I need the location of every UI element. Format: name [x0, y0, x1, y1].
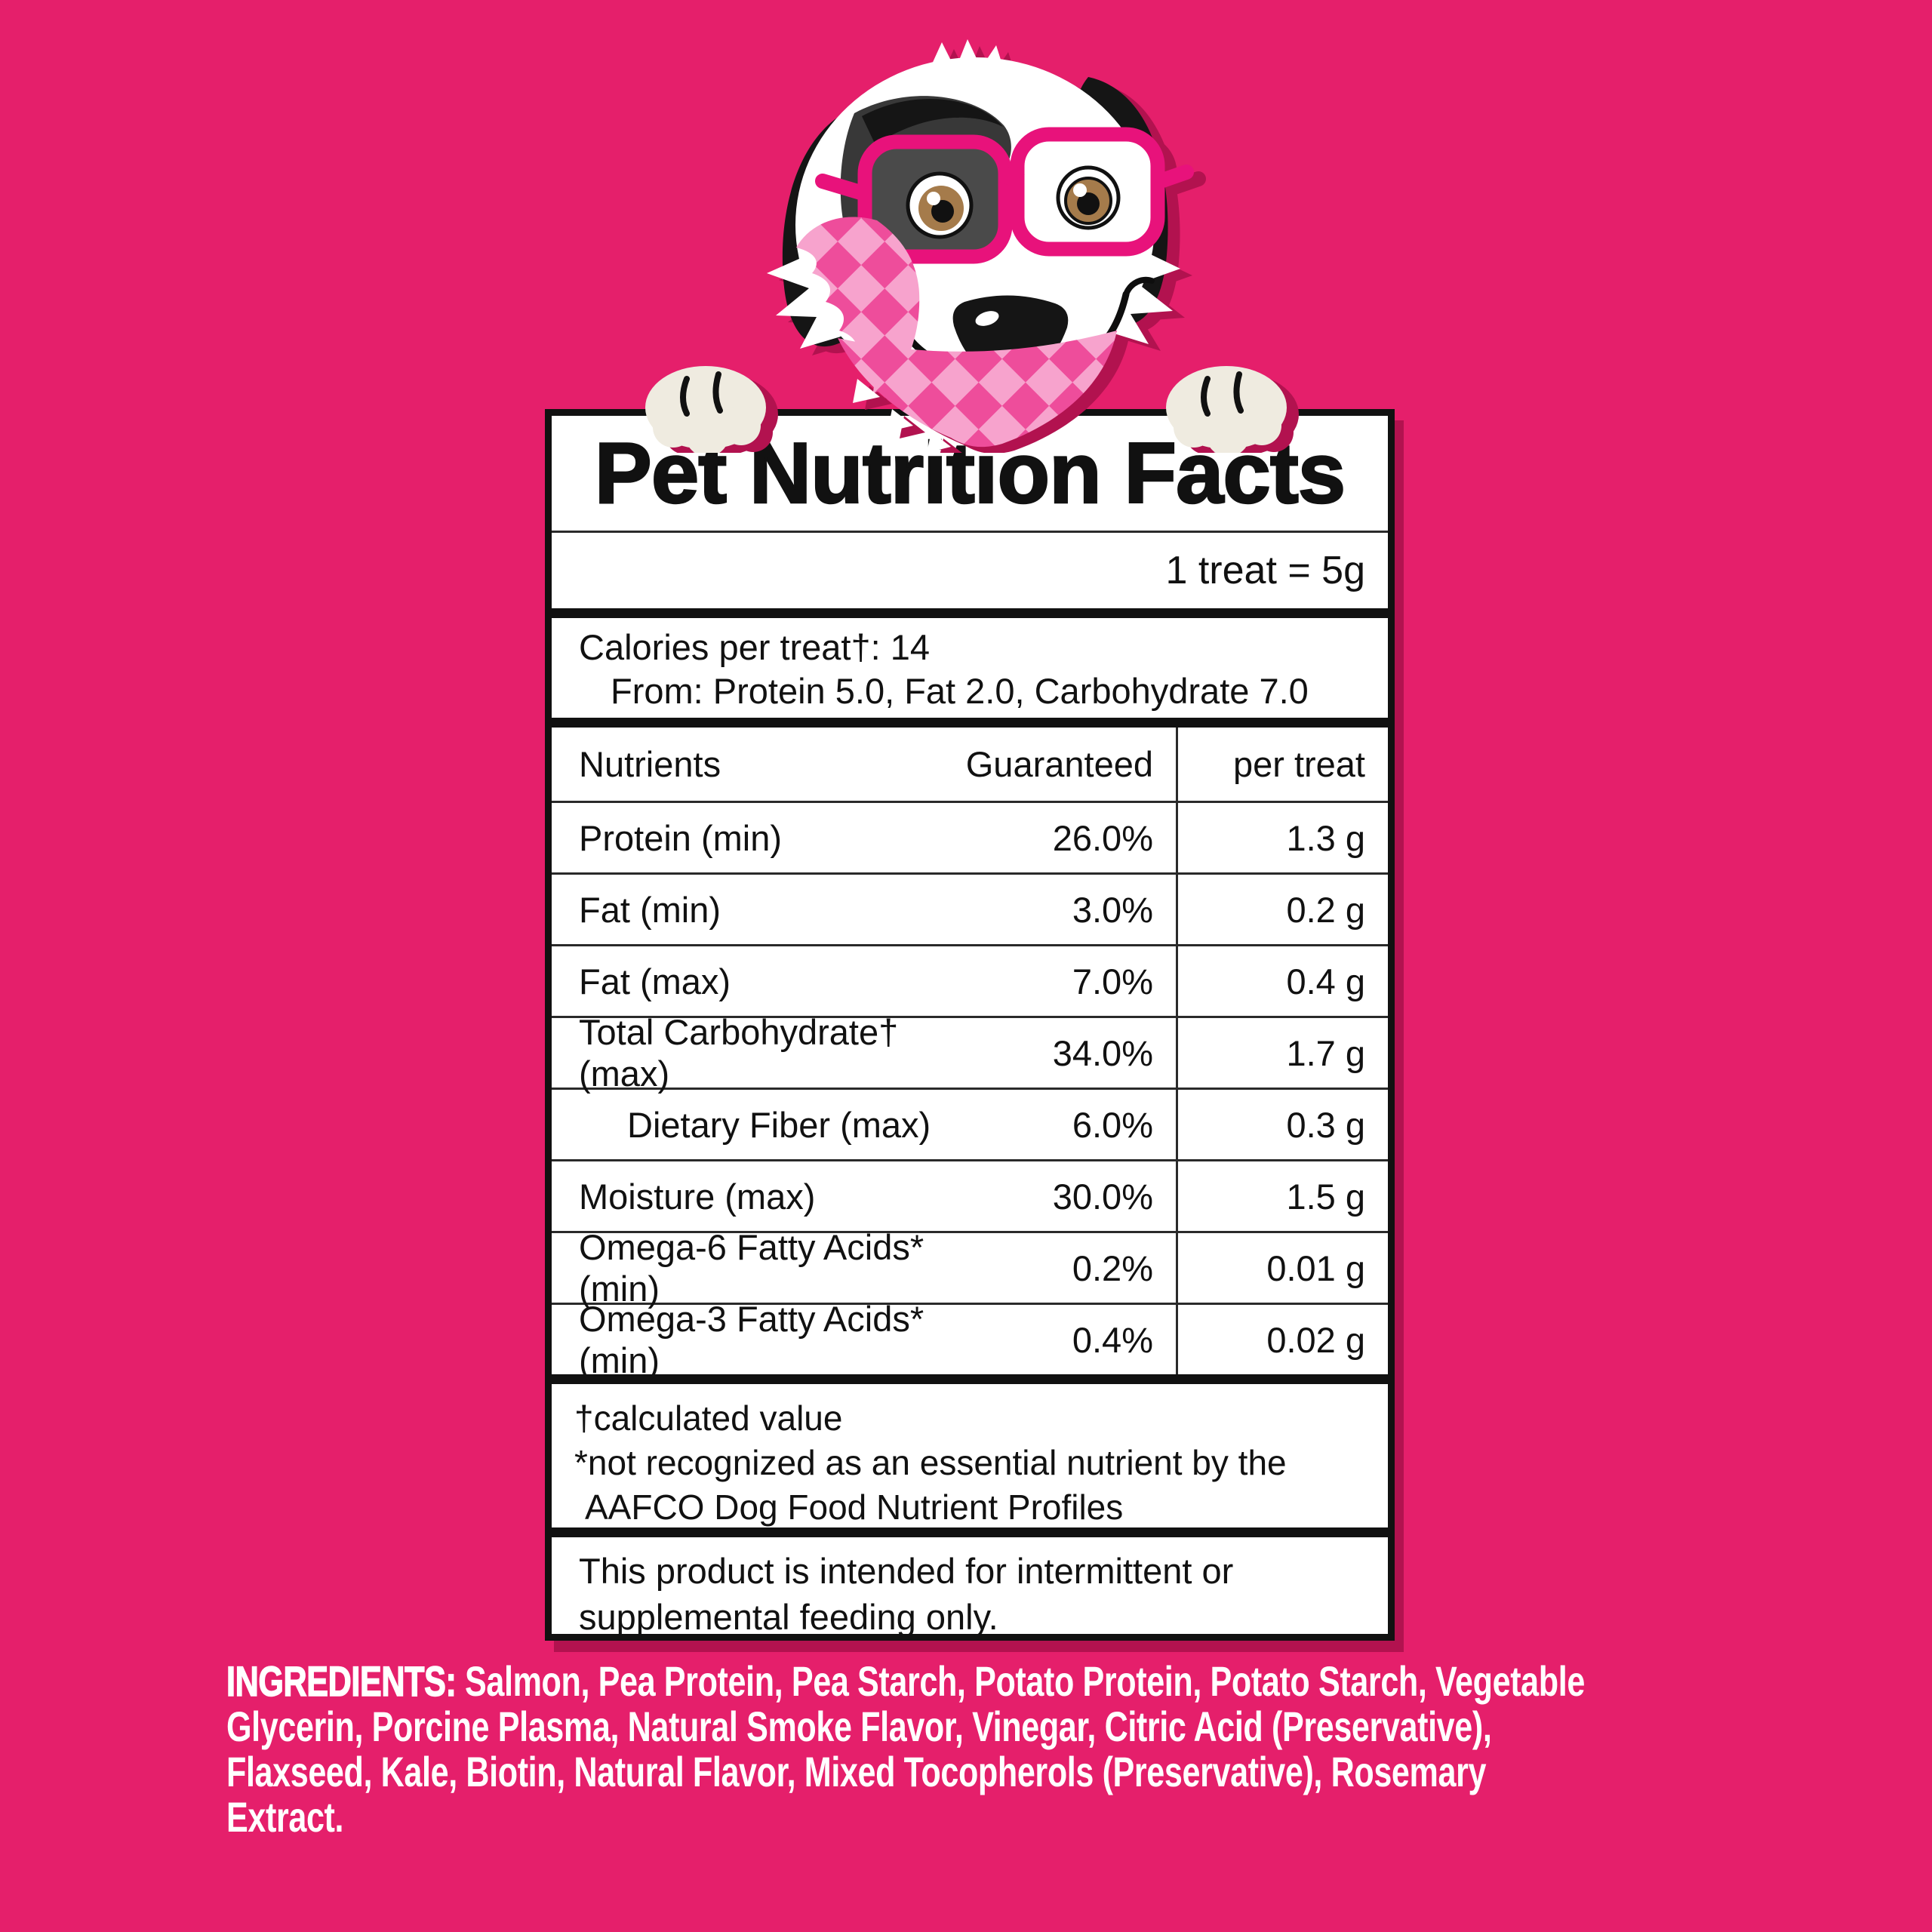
table-header-row: Nutrients Guaranteed per treat [552, 728, 1388, 801]
dog-left-paw [645, 366, 766, 453]
footnote-aafco: AAFCO Dog Food Nutrient Profiles [585, 1487, 1124, 1527]
nutrient-per-treat: 0.4 g [1176, 946, 1388, 1016]
nutrient-guaranteed: 26.0% [1052, 817, 1153, 858]
footnotes-section: †calculated value *not recognized as an … [552, 1384, 1388, 1527]
feeding-statement-line: supplemental feeding only. [579, 1597, 998, 1637]
ingredients-label: INGREDIENTS: [226, 1657, 457, 1705]
nutrient-name: Protein (min) [579, 817, 783, 858]
dog-smile-right-curl [1123, 276, 1155, 297]
nutrient-name: Total Carbohydrate† (max) [579, 1012, 899, 1094]
divider-thick [552, 608, 1388, 618]
feeding-statement-section: This product is intended for intermitten… [552, 1537, 1388, 1637]
nutrition-facts-panel: Pet Nutrition Facts 1 treat = 5g Calorie… [545, 409, 1395, 1641]
footnote-calculated: †calculated value [574, 1398, 843, 1438]
nutrient-per-treat: 1.5 g [1176, 1161, 1388, 1231]
divider-thick [552, 1374, 1388, 1384]
nutrient-guaranteed: 0.2% [1072, 1247, 1153, 1288]
feeding-statement-line: This product is intended for intermitten… [579, 1551, 1234, 1591]
glasses-bridge [998, 167, 1025, 187]
table-row: Protein (min) 26.0% 1.3 g [552, 801, 1388, 872]
dog-nose-highlight [975, 311, 999, 326]
nutrient-name: Omega-3 Fatty Acids* (min) [579, 1299, 924, 1380]
dog-mascot [645, 39, 1287, 453]
table-row: Total Carbohydrate† (max) 34.0% 1.7 g [552, 1012, 1388, 1094]
dog-right-eye [1056, 165, 1121, 230]
serving-size-section: 1 treat = 5g [552, 533, 1388, 608]
bandana-kerchief [838, 331, 1117, 448]
dog-left-cheek-fur [767, 255, 841, 349]
nutrient-per-treat: 1.7 g [1176, 1018, 1388, 1088]
ingredients-text: Salmon, Pea Protein, Pea Starch, Potato … [226, 1657, 1585, 1841]
calories-section: Calories per treat†: 14 From: Protein 5.… [552, 618, 1388, 718]
dog-top-fur-tuft [927, 39, 1005, 75]
dog-right-cheek-fur [1109, 249, 1180, 344]
bandana-fringe [853, 379, 951, 453]
divider-thick [552, 1527, 1388, 1537]
header-guaranteed: Guaranteed [965, 744, 1153, 784]
table-row: Omega-6 Fatty Acids* (min) 0.2% 0.01 g [552, 1227, 1388, 1309]
table-row: Fat (max) 7.0% 0.4 g [552, 944, 1388, 1016]
footnote-not-recognized: *not recognized as an essential nutrient… [574, 1443, 1287, 1482]
header-per-treat: per treat [1176, 728, 1388, 801]
nutrient-guaranteed: 34.0% [1052, 1032, 1153, 1073]
nutrient-name: Omega-6 Fatty Acids* (min) [579, 1227, 924, 1309]
nutrient-per-treat: 0.3 g [1176, 1090, 1388, 1159]
serving-size-text: 1 treat = 5g [1165, 549, 1365, 592]
nutrient-per-treat: 1.3 g [1176, 803, 1388, 872]
table-row: Dietary Fiber (max) 6.0% 0.3 g [552, 1088, 1388, 1159]
nutrient-guaranteed: 30.0% [1052, 1176, 1153, 1217]
nutrient-per-treat: 0.02 g [1176, 1305, 1388, 1374]
nutrient-name: Dietary Fiber (max) [627, 1104, 931, 1145]
nutrient-guaranteed: 3.0% [1072, 889, 1153, 930]
header-nutrients: Nutrients [579, 744, 721, 784]
nutrient-guaranteed: 7.0% [1072, 961, 1153, 1001]
nutrient-name: Moisture (max) [579, 1176, 816, 1217]
nutrient-guaranteed: 0.4% [1072, 1319, 1153, 1360]
nutrient-name: Fat (max) [579, 961, 731, 1001]
calories-line: Calories per treat†: 14 [579, 627, 931, 667]
ingredients-paragraph: INGREDIENTS: Salmon, Pea Protein, Pea St… [226, 1657, 1610, 1841]
nutrient-guaranteed: 6.0% [1072, 1104, 1153, 1145]
table-row: Omega-3 Fatty Acids* (min) 0.4% 0.02 g [552, 1299, 1388, 1380]
nutrient-per-treat: 0.01 g [1176, 1233, 1388, 1303]
nutrient-name: Fat (min) [579, 889, 721, 930]
table-row: Moisture (max) 30.0% 1.5 g [552, 1159, 1388, 1231]
nutrients-table: Nutrients Guaranteed per treat Protein (… [552, 728, 1388, 1380]
divider-thin [552, 531, 1388, 533]
dog-left-eye [906, 171, 974, 239]
calories-from-line: From: Protein 5.0, Fat 2.0, Carbohydrate… [611, 671, 1309, 711]
dog-right-paw [1166, 366, 1287, 453]
divider-thick [552, 718, 1388, 728]
table-row: Fat (min) 3.0% 0.2 g [552, 872, 1388, 944]
nutrient-per-treat: 0.2 g [1176, 875, 1388, 944]
dog-brow-streak [862, 98, 1003, 145]
